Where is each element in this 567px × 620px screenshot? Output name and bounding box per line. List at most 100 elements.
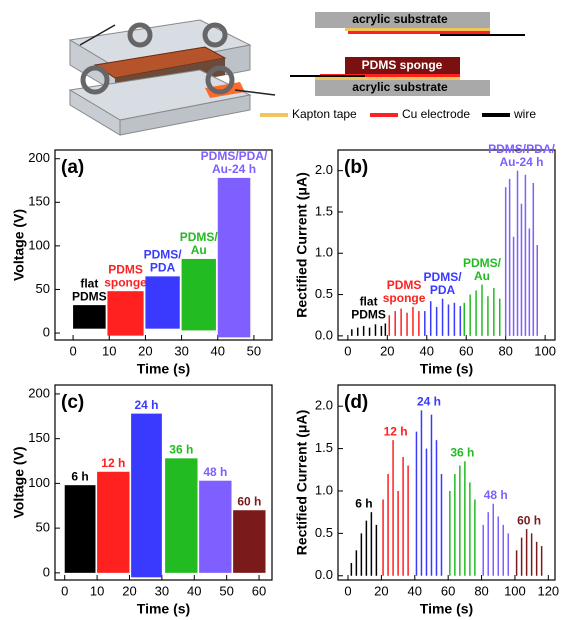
y-tick-label: 2.0 — [315, 398, 333, 413]
x-tick-label: 30 — [174, 343, 188, 358]
substrate — [315, 12, 490, 28]
x-tick-label: 0 — [61, 583, 68, 598]
y-tick-label: 100 — [28, 475, 50, 490]
x-tick-label: 40 — [187, 583, 201, 598]
x-tick-label: 60 — [252, 583, 266, 598]
y-tick-label: 50 — [36, 281, 50, 296]
x-axis-label: Time (s) — [137, 361, 190, 377]
x-tick-label: 0 — [69, 343, 76, 358]
segment-label: PDMS/ — [463, 256, 502, 270]
segment-label: PDMS/ — [144, 248, 183, 262]
signal-band — [165, 458, 198, 573]
x-tick-label: 60 — [441, 583, 455, 598]
panel: (c) 0 10 20 30 40 50 60 0 50 100 150 200 Time (s) Volt… — [11, 384, 273, 617]
x-tick-label: 80 — [474, 583, 488, 598]
segment-label: 24 h — [134, 398, 158, 412]
x-axis-label: Time (s) — [137, 601, 190, 617]
x-tick-label: 40 — [408, 583, 422, 598]
y-tick-label: 50 — [36, 520, 50, 535]
x-tick-label: 0 — [344, 343, 351, 358]
segment-label: PDMS/PDA/ — [201, 149, 268, 163]
segment-label: 48 h — [203, 465, 227, 479]
legend-label: wire — [513, 107, 536, 121]
x-axis-label: Time (s) — [420, 361, 473, 377]
x-tick-label: 40 — [420, 343, 434, 358]
x-tick-label: 0 — [344, 583, 351, 598]
segment-label: 36 h — [450, 445, 474, 459]
panel: (a) 0 10 20 30 40 50 0 50 100 150 200 Time (s) Voltag… — [11, 149, 273, 377]
y-axis-label: Rectified Current (μA) — [294, 172, 310, 317]
segment-label: PDMS/PDA/ — [488, 142, 555, 156]
y-tick-label: 0 — [43, 324, 50, 339]
signal-band — [64, 485, 96, 573]
signal-band — [97, 471, 130, 573]
cross-section: acrylic substrate PDMS sponge acrylic su… — [260, 12, 536, 121]
plot-frame — [337, 384, 556, 581]
signal-band — [181, 258, 216, 331]
y-axis-label: Voltage (V) — [11, 209, 27, 281]
legend-swatch — [260, 113, 288, 117]
y-tick-label: 1.5 — [315, 440, 333, 455]
segment-label: Au — [474, 269, 490, 283]
segment-label: Au — [191, 243, 207, 257]
x-tick-label: 10 — [90, 583, 104, 598]
y-axis-label: Rectified Current (μA) — [294, 410, 310, 555]
tape — [315, 77, 460, 80]
segment-label: Au-24 h — [212, 162, 256, 176]
x-tick-label: 30 — [155, 583, 169, 598]
segment-label: PDMS — [72, 289, 107, 303]
plot-frame — [54, 149, 273, 341]
segment-label: PDMS/ — [424, 270, 463, 284]
signal-band — [145, 276, 180, 329]
panel: (d) 0 20 40 60 80 100 120 0.0 0.5 1.0 1.5 2.0 Time (s… — [294, 384, 559, 617]
y-tick-label: 200 — [28, 385, 50, 400]
segment-label: 6 h — [71, 469, 88, 483]
y-tick-label: 200 — [28, 150, 50, 165]
segment-label: PDA — [150, 261, 176, 275]
panel: (b) 0 20 40 60 80 100 0.0 0.5 1.0 1.5 2.0 Time (s) Re… — [294, 142, 556, 377]
panel-label: (c) — [61, 392, 84, 413]
signal-band — [131, 413, 162, 578]
y-tick-label: 0.5 — [315, 286, 333, 301]
y-axis-label: Voltage (V) — [11, 446, 27, 518]
x-axis-label: Time (s) — [420, 601, 473, 617]
y-tick-label: 0.0 — [315, 327, 333, 342]
y-tick-label: 100 — [28, 237, 50, 252]
segment-label: sponge — [383, 291, 426, 305]
legend-label: Cu electrode — [402, 107, 470, 121]
y-tick-label: 0.5 — [315, 525, 333, 540]
segment-label: PDMS/ — [180, 230, 219, 244]
legend-label: Kapton tape — [292, 107, 357, 121]
plot-frame — [54, 384, 273, 581]
signal-band — [217, 177, 251, 338]
label: acrylic substrate — [352, 12, 448, 26]
x-tick-label: 40 — [211, 343, 225, 358]
electrode — [320, 74, 460, 77]
segment-label: flat — [360, 295, 378, 309]
x-tick-label: 60 — [459, 343, 473, 358]
segment-label: 6 h — [355, 496, 372, 510]
y-tick-label: 1.5 — [315, 203, 333, 218]
segment-label: PDA — [430, 283, 456, 297]
x-tick-label: 100 — [534, 343, 556, 358]
device-3d — [68, 19, 276, 136]
segment-label: sponge — [104, 275, 147, 289]
segment-label: 48 h — [484, 488, 508, 502]
signal-band — [73, 305, 106, 329]
y-tick-label: 0.0 — [315, 567, 333, 582]
segment-label: 12 h — [384, 424, 408, 438]
segment-label: 12 h — [101, 456, 125, 470]
x-tick-label: 20 — [138, 343, 152, 358]
substrate — [315, 80, 490, 96]
segment-label: Au-24 h — [499, 155, 543, 169]
segment-label: 36 h — [169, 443, 193, 457]
label: PDMS sponge — [362, 58, 443, 72]
segment-label: 60 h — [237, 494, 261, 508]
panel-label: (d) — [344, 392, 368, 413]
segment-label: 24 h — [417, 395, 441, 409]
segment-label: flat — [80, 276, 98, 290]
x-tick-label: 50 — [247, 343, 261, 358]
y-tick-label: 150 — [28, 194, 50, 209]
segment-label: PDMS — [387, 278, 422, 292]
